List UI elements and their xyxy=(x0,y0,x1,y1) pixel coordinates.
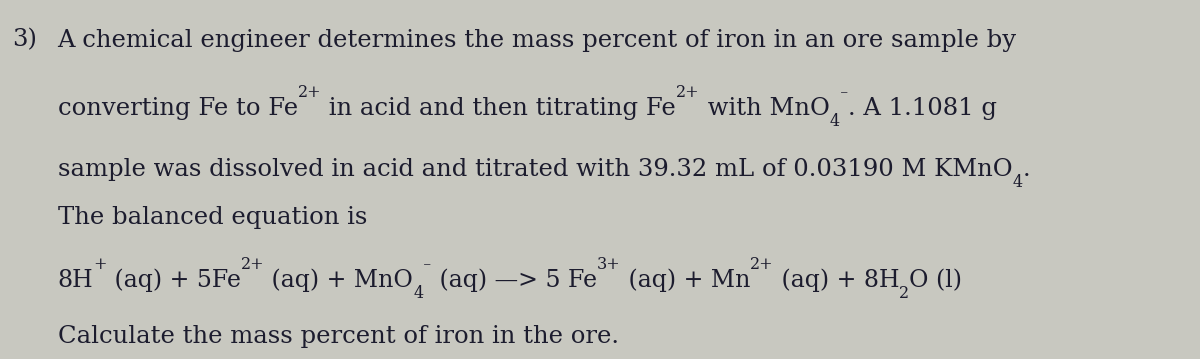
Text: 3+: 3+ xyxy=(596,256,620,273)
Text: (aq) + 8H: (aq) + 8H xyxy=(774,269,899,292)
Text: 4: 4 xyxy=(1013,174,1022,191)
Text: (aq) + 5Fe: (aq) + 5Fe xyxy=(107,269,241,292)
Text: (aq) —> 5 Fe: (aq) —> 5 Fe xyxy=(432,269,596,292)
Text: (aq) + MnO: (aq) + MnO xyxy=(264,269,413,292)
Text: in acid and then titrating Fe: in acid and then titrating Fe xyxy=(322,97,676,120)
Text: (aq) + Mn: (aq) + Mn xyxy=(620,269,750,292)
Text: converting Fe to Fe: converting Fe to Fe xyxy=(58,97,298,120)
Text: O (l): O (l) xyxy=(910,269,962,292)
Text: sample was dissolved in acid and titrated with 39.32 mL of 0.03190 M KMnO: sample was dissolved in acid and titrate… xyxy=(58,158,1013,181)
Text: Calculate the mass percent of iron in the ore.: Calculate the mass percent of iron in th… xyxy=(58,325,619,348)
Text: 2: 2 xyxy=(899,285,910,302)
Text: 8H: 8H xyxy=(58,269,94,292)
Text: 2+: 2+ xyxy=(676,84,700,101)
Text: 2+: 2+ xyxy=(298,84,322,101)
Text: with MnO: with MnO xyxy=(700,97,829,120)
Text: .: . xyxy=(1022,158,1030,181)
Text: A chemical engineer determines the mass percent of iron in an ore sample by: A chemical engineer determines the mass … xyxy=(58,29,1016,52)
Text: 2+: 2+ xyxy=(241,256,264,273)
Text: 4: 4 xyxy=(829,113,840,130)
Text: ⁻: ⁻ xyxy=(424,261,432,278)
Text: The balanced equation is: The balanced equation is xyxy=(58,206,367,229)
Text: +: + xyxy=(94,256,107,273)
Text: 2+: 2+ xyxy=(750,256,774,273)
Text: 4: 4 xyxy=(413,285,424,302)
Text: . A 1.1081 g: . A 1.1081 g xyxy=(848,97,997,120)
Text: ⁻: ⁻ xyxy=(840,88,848,105)
Text: 3): 3) xyxy=(12,29,37,52)
